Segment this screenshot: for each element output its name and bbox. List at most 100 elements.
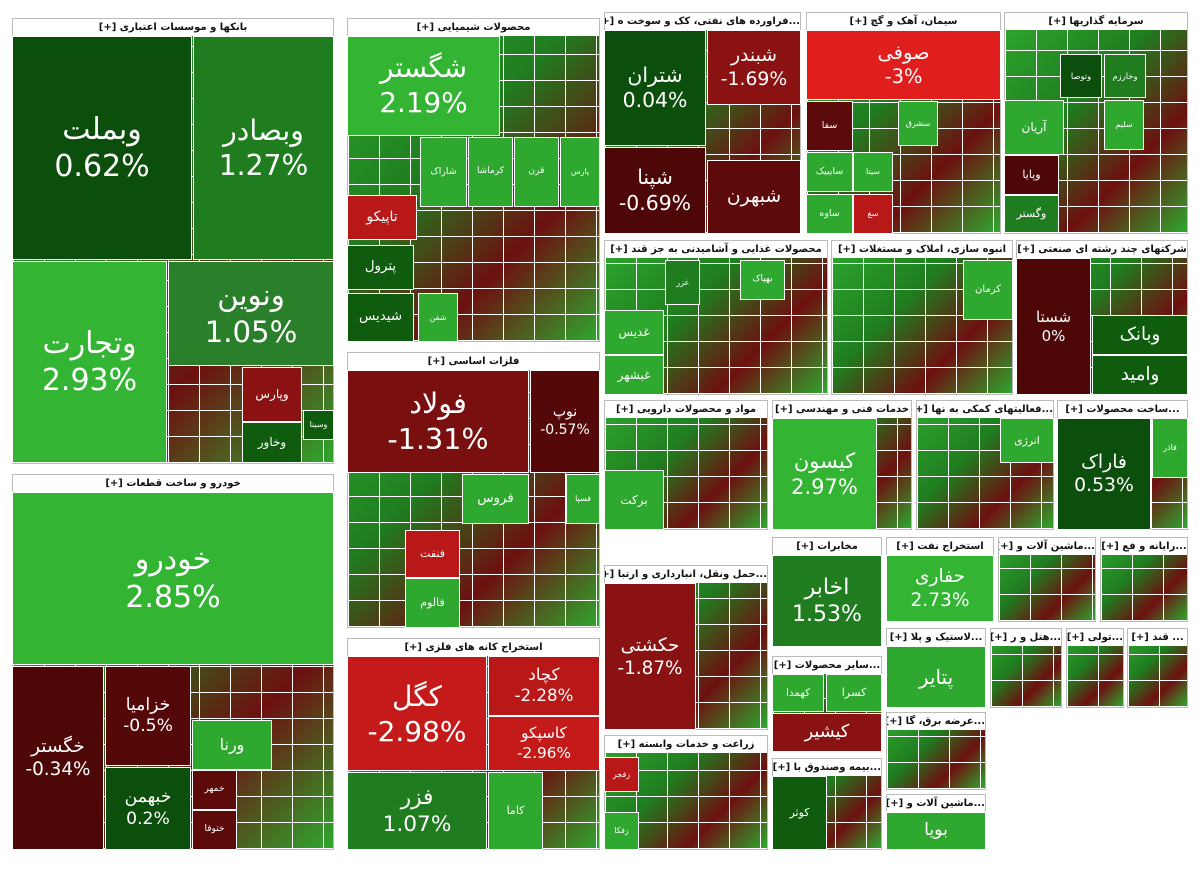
tile: فاذر <box>1152 418 1188 478</box>
tile-value: 1.53% <box>792 602 862 627</box>
tile-name: خودرو <box>134 542 212 577</box>
tile: اخابر 1.53% <box>772 555 882 647</box>
tile: شفن <box>418 293 458 342</box>
sector-title: ...بیمه وصندوق با [+] <box>773 759 881 776</box>
tile-name: شتران <box>627 62 683 87</box>
tile-name: کگل <box>392 679 442 713</box>
tile-name: ونوین <box>217 278 285 313</box>
tile: حفاری 2.73% <box>886 555 994 622</box>
tile-value: 1.05% <box>204 314 298 349</box>
tile-value: 1.27% <box>218 149 309 182</box>
tile: خمهر <box>192 770 237 810</box>
tile-value: 0.53% <box>1074 475 1134 496</box>
tile-name: زفجر <box>612 769 631 779</box>
sector-title: ...ساخت محصولات [+] <box>1058 401 1187 418</box>
tile-name: خمهر <box>204 784 225 795</box>
tile: کسرا <box>826 674 882 712</box>
sector-title: ...عرضه برق، گا [+] <box>887 713 985 730</box>
sector-title: بانکها و موسسات اعتباری [+] <box>13 19 333 36</box>
tile: وسینا <box>303 410 334 440</box>
tile: سغ <box>853 194 893 234</box>
tile-name: سغ <box>867 209 879 218</box>
tile-name: شبهرن <box>726 186 782 208</box>
tile-value: 2.93% <box>41 363 138 398</box>
tile: خگستر -0.34% <box>12 666 104 850</box>
tile: ختوقا <box>192 810 237 850</box>
tile-value: -1.69% <box>720 68 788 90</box>
tile: شبهرن <box>707 160 801 234</box>
sector-title: مواد و محصولات دارویی [+] <box>605 401 767 418</box>
tile-name: پترول <box>364 259 397 275</box>
tile-name: کاسپکو <box>521 724 567 743</box>
tile-name: ساوه <box>819 208 840 220</box>
tile: شستا 0% <box>1016 258 1091 395</box>
tile-name: وامید <box>1120 363 1160 385</box>
sector-title: شرکتهای چند رشته ای صنعتی [+] <box>1017 241 1187 258</box>
tile-name: قرن <box>528 166 545 177</box>
tile: پتایر <box>886 646 986 708</box>
sector-title: خدمات فنی و مهندسی [+] <box>773 401 911 418</box>
sector-title: ...حمل ونقل، انبارداری و ارتبا [+] <box>605 566 767 583</box>
tile: بویا <box>886 812 986 850</box>
tile: سشرق <box>898 101 938 146</box>
tile-name: فسپا <box>575 494 591 503</box>
tile: فالوم <box>405 578 460 628</box>
sector: ... قند [+] <box>1127 628 1188 708</box>
tile-name: ختوقا <box>204 824 225 835</box>
sector: ...رایانه و فع [+] <box>1100 537 1188 622</box>
tile: برکت <box>604 470 664 530</box>
tile-name: فاراک <box>1081 451 1127 473</box>
sector-title: ...فعالیتهای کمکی به نها [+] <box>917 401 1053 418</box>
tile-name: تاپیکو <box>366 208 398 225</box>
tile: ساوه <box>806 194 853 234</box>
tile-value: -2.98% <box>367 714 467 748</box>
tile-name: غدیس <box>618 325 650 339</box>
tile: پترول <box>347 245 414 290</box>
tile-value: 0.62% <box>54 149 150 184</box>
tile-value: -1.31% <box>387 421 489 456</box>
tile-name: فزر <box>400 784 434 810</box>
tile: خودرو 2.85% <box>12 492 334 665</box>
tile: وخارزم <box>1104 54 1146 98</box>
tile: کرمان <box>963 260 1013 320</box>
sector-title: ...ماشین آلات و [+] <box>887 795 985 812</box>
tile-name: خبهمن <box>124 787 172 807</box>
sector-title: استخراج کانه های فلزی [+] <box>348 639 599 656</box>
tile-name: بویا <box>924 820 948 841</box>
tile-name: کوثر <box>789 806 810 820</box>
tile-value: -2.96% <box>516 743 571 762</box>
tile-value: 0.2% <box>126 808 170 829</box>
tile: حکشتی -1.87% <box>604 583 696 730</box>
tile-name: سایبیک <box>815 166 844 178</box>
sector-title: سرمایه گذاریها [+] <box>1005 13 1187 30</box>
sector-title: ...ماشین آلات و [+] <box>999 538 1095 555</box>
tile-value: 2.85% <box>125 579 221 615</box>
tile-name: پتایر <box>918 664 954 689</box>
tile: کاما <box>488 772 543 850</box>
sector: مواد و محصولات دارویی [+] <box>604 400 768 530</box>
sector-title: ...تولی [+] <box>1067 629 1123 646</box>
tile-value: -3% <box>884 65 923 88</box>
tile-name: کچاد <box>528 665 560 685</box>
sector-title: ...فراورده های نفتی، کک و سوخت ه [+] <box>605 13 800 30</box>
tile-name: فروس <box>477 490 514 506</box>
tile: کچاد -2.28% <box>488 656 600 716</box>
tile-name: زفکا <box>614 826 629 835</box>
tile: غدیس <box>604 310 664 355</box>
tile-name: وبصادر <box>223 113 304 147</box>
tile: وبصادر 1.27% <box>193 36 334 260</box>
tile-name: آریان <box>1021 120 1047 134</box>
tile-name: انرژی <box>1014 433 1040 447</box>
sector: ...تولی [+] <box>1066 628 1124 708</box>
tile-value: 2.19% <box>379 86 468 119</box>
tile: خزامیا -0.5% <box>105 666 191 766</box>
tile: وپارس <box>242 367 302 422</box>
tile-name: سفا <box>821 120 838 132</box>
tile-value: -0.34% <box>25 759 91 780</box>
tile: وپایا <box>1004 155 1059 195</box>
tile: کوثر <box>772 776 827 850</box>
tile-name: بهپاک <box>752 274 773 285</box>
tile-value: -0.5% <box>123 716 173 736</box>
tile-value: 1.07% <box>382 812 452 837</box>
